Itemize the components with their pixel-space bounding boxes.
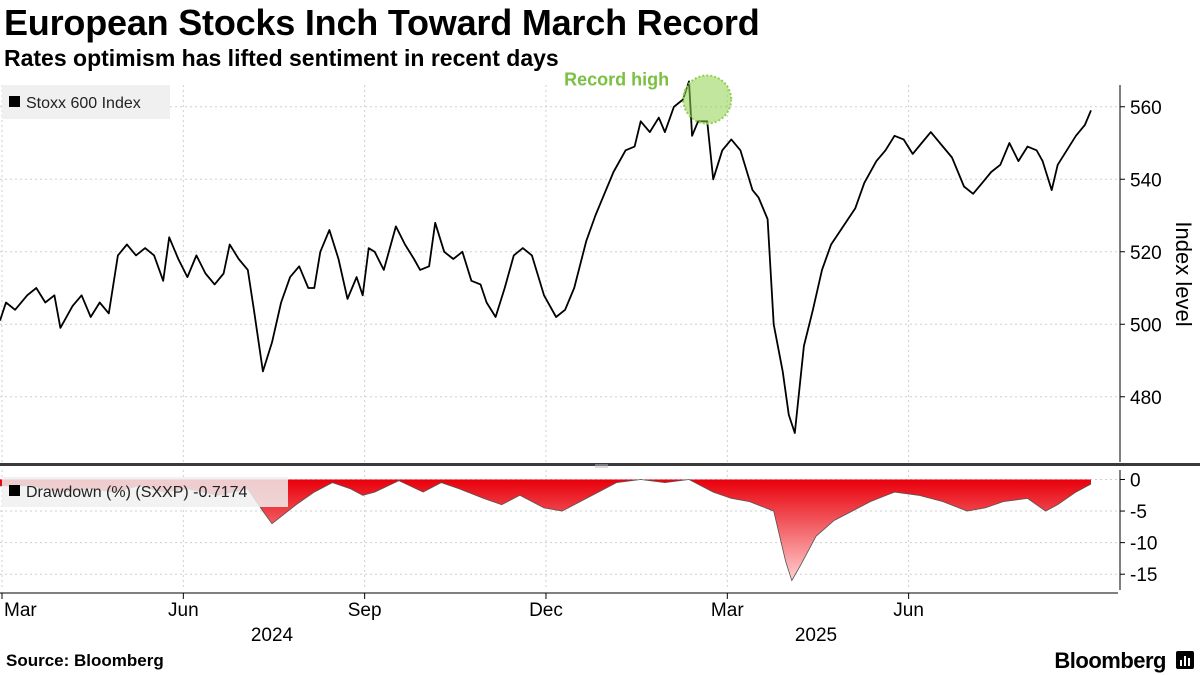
price-y-tick-label: 540 — [1130, 170, 1162, 191]
x-tick-label-month: Mar — [711, 600, 744, 621]
record-high-annotation: Record high — [564, 70, 733, 125]
drawdown-legend: Drawdown (%) (SXXP) -0.7174 — [2, 477, 288, 507]
legends: Stoxx 600 Index Drawdown (%) (SXXP) -0.71… — [2, 85, 288, 507]
drawdown-legend-swatch — [9, 485, 20, 496]
price-gridlines — [0, 85, 1118, 462]
x-tick-label-year: 2025 — [795, 625, 837, 646]
x-tick-label-month: Mar — [4, 600, 37, 621]
x-tick-label-year: 2024 — [251, 625, 294, 646]
axes — [0, 85, 1200, 599]
price-y-axis-title: Index level — [1171, 221, 1196, 326]
price-legend: Stoxx 600 Index — [2, 85, 170, 119]
price-y-tick-label: 480 — [1130, 388, 1162, 409]
price-line-layer — [0, 80, 1092, 434]
drawdown-y-tick-label: -5 — [1130, 502, 1147, 523]
drawdown-y-tick-label: -10 — [1130, 534, 1157, 555]
record-high-marker — [682, 74, 733, 125]
bloomberg-terminal-icon — [1176, 651, 1194, 669]
record-high-label: Record high — [564, 70, 669, 90]
price-legend-swatch — [9, 96, 20, 107]
chart-title: European Stocks Inch Toward March Record — [4, 2, 760, 43]
price-y-tick-label: 520 — [1130, 243, 1162, 264]
bloomberg-logo: Bloomberg — [1054, 648, 1166, 673]
drawdown-legend-label: Drawdown (%) (SXXP) -0.7174 — [26, 484, 248, 501]
x-tick-label-month: Jun — [893, 600, 924, 621]
drawdown-legend-box — [2, 477, 288, 507]
price-y-tick-label: 560 — [1130, 98, 1162, 119]
x-tick-label-month: Jun — [168, 600, 199, 621]
price-y-tick-label: 500 — [1130, 315, 1162, 336]
price-legend-box — [2, 85, 170, 119]
x-tick-label-month: Dec — [529, 600, 563, 621]
drawdown-y-tick-label: -15 — [1130, 565, 1157, 586]
drawdown-y-tick-label: 0 — [1130, 470, 1141, 491]
source-note: Source: Bloomberg — [6, 651, 164, 670]
x-tick-label-month: Sep — [348, 600, 382, 621]
price-legend-label: Stoxx 600 Index — [26, 95, 141, 112]
stoxx-600-price-line — [0, 80, 1092, 434]
tick-labels: 480 500 520 540 560 0 -5 -10 -15 Mar Jun Sep Dec Mar J… — [4, 98, 1196, 646]
chart-subtitle: Rates optimism has lifted sentiment in r… — [4, 45, 559, 71]
